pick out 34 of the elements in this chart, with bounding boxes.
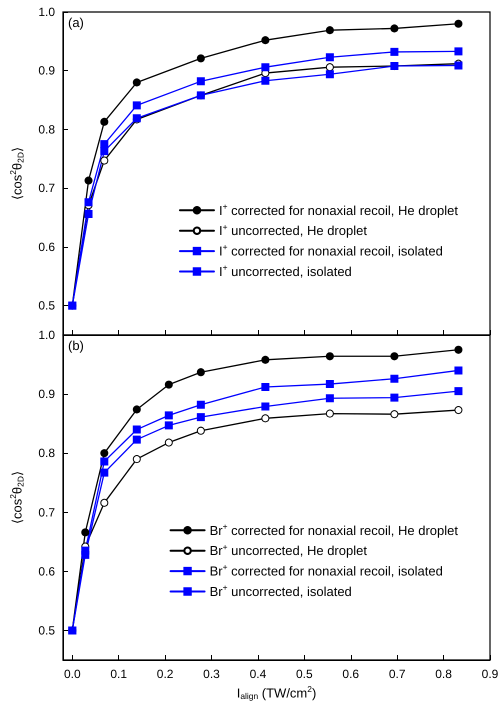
x-tick-label: 0.6 — [342, 667, 360, 681]
legend-label: I+ uncorrected, isolated — [218, 262, 352, 279]
legend-label: Br+ corrected for nonaxial recoil, isolated — [210, 562, 443, 579]
y-tick-label: 0.9 — [38, 387, 56, 402]
x-tick-label: 0.0 — [64, 667, 81, 681]
y-axis-title: ⟨cos2θ2D⟩ — [8, 147, 26, 200]
y-tick-label: 0.8 — [38, 446, 56, 460]
y-tick-label: 0.6 — [38, 564, 56, 578]
legend-label: Br+ uncorrected, isolated — [210, 582, 352, 599]
y-axis-title: ⟨cos2θ2D⟩ — [8, 471, 26, 524]
annotation: (b) — [68, 338, 84, 353]
y-tick-label: 0.5 — [38, 623, 56, 638]
y-tick-label: 0.6 — [38, 240, 56, 254]
legend-label: Br+ corrected for nonaxial recoil, He droplet — [210, 521, 458, 538]
y-tick-label: 1.0 — [38, 5, 56, 19]
y-tick-label: 1.0 — [38, 328, 56, 342]
x-tick-label: 0.1 — [110, 667, 128, 681]
annotation: (a) — [68, 15, 84, 30]
x-tick-label: 0.4 — [250, 667, 267, 681]
legend-label: Br+ uncorrected, He droplet — [210, 542, 368, 558]
legend-label: I+ corrected for nonaxial recoil, isolated — [218, 242, 443, 259]
legend-label: I+ corrected for nonaxial recoil, He droplet — [218, 201, 458, 218]
y-tick-label: 0.8 — [38, 122, 56, 136]
y-tick-label: 0.9 — [38, 64, 56, 78]
x-tick-label: 0.2 — [156, 667, 174, 681]
x-tick-label: 0.5 — [296, 667, 314, 681]
x-tick-label: 0.3 — [203, 667, 220, 681]
y-tick-label: 0.5 — [38, 298, 56, 313]
y-tick-label: 0.7 — [38, 505, 56, 520]
x-tick-label: 0.7 — [388, 667, 406, 681]
x-tick-label: 0.8 — [435, 667, 452, 681]
x-tick-label: 0.9 — [482, 667, 499, 681]
legend-label: I+ uncorrected, He droplet — [218, 222, 368, 238]
y-tick-label: 0.7 — [38, 181, 56, 196]
